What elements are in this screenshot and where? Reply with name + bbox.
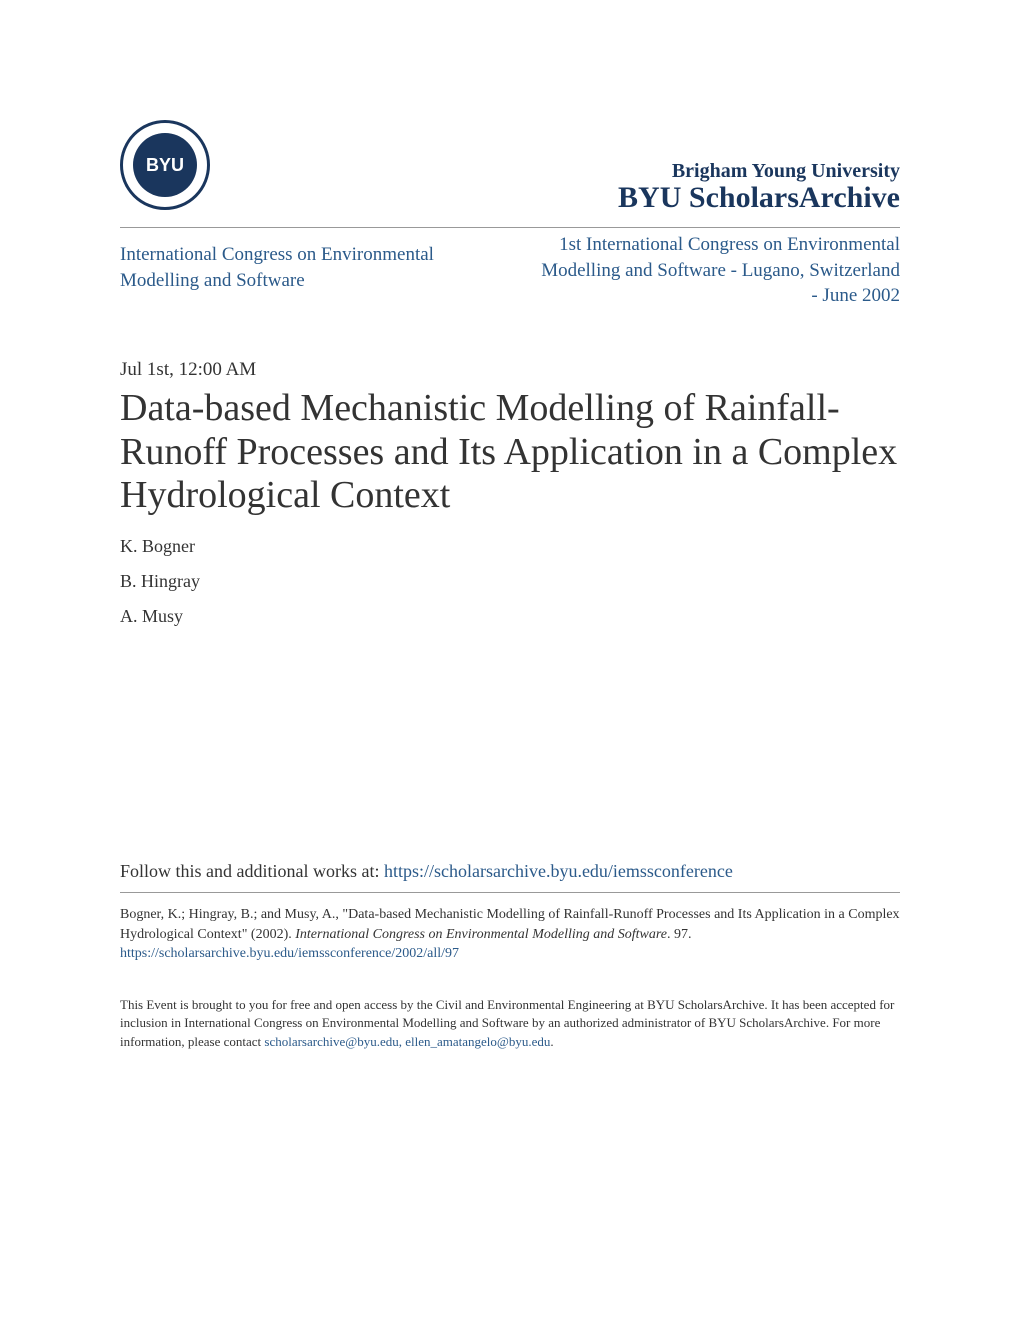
series-link-left[interactable]: International Congress on Environmental … [120, 242, 500, 293]
citation-link[interactable]: https://scholarsarchive.byu.edu/iemsscon… [120, 946, 900, 962]
series-link-right[interactable]: 1st International Congress on Environmen… [540, 232, 900, 309]
citation-text: Bogner, K.; Hingray, B.; and Musy, A., "… [120, 905, 900, 944]
byu-logo: BYU [120, 120, 210, 210]
citation-part-c: . 97. [667, 927, 692, 942]
institution-block: Brigham Young University BYU ScholarsArc… [618, 160, 900, 215]
archive-name[interactable]: BYU ScholarsArchive [618, 181, 900, 215]
spacer [120, 641, 900, 861]
citation-part-italic: International Congress on Environmental … [295, 927, 667, 942]
paper-title: Data-based Mechanistic Modelling of Rain… [120, 387, 900, 518]
byu-logo-text: BYU [133, 133, 197, 197]
access-note: This Event is brought to you for free an… [120, 996, 900, 1051]
timestamp: Jul 1st, 12:00 AM [120, 359, 900, 381]
institution-name: Brigham Young University [618, 160, 900, 183]
citation-divider [120, 892, 900, 893]
author-3: A. Musy [120, 606, 900, 627]
subheader-row: International Congress on Environmental … [120, 232, 900, 309]
header-row: BYU Brigham Young University BYU Scholar… [120, 120, 900, 215]
follow-text: Follow this and additional works at: htt… [120, 861, 900, 882]
follow-prefix: Follow this and additional works at: [120, 861, 384, 881]
follow-link[interactable]: https://scholarsarchive.byu.edu/iemsscon… [384, 861, 733, 881]
contact-emails[interactable]: scholarsarchive@byu.edu, ellen_amatangel… [264, 1034, 550, 1049]
author-2: B. Hingray [120, 571, 900, 592]
header-divider [120, 227, 900, 228]
access-text-b: . [550, 1034, 553, 1049]
author-1: K. Bogner [120, 536, 900, 557]
